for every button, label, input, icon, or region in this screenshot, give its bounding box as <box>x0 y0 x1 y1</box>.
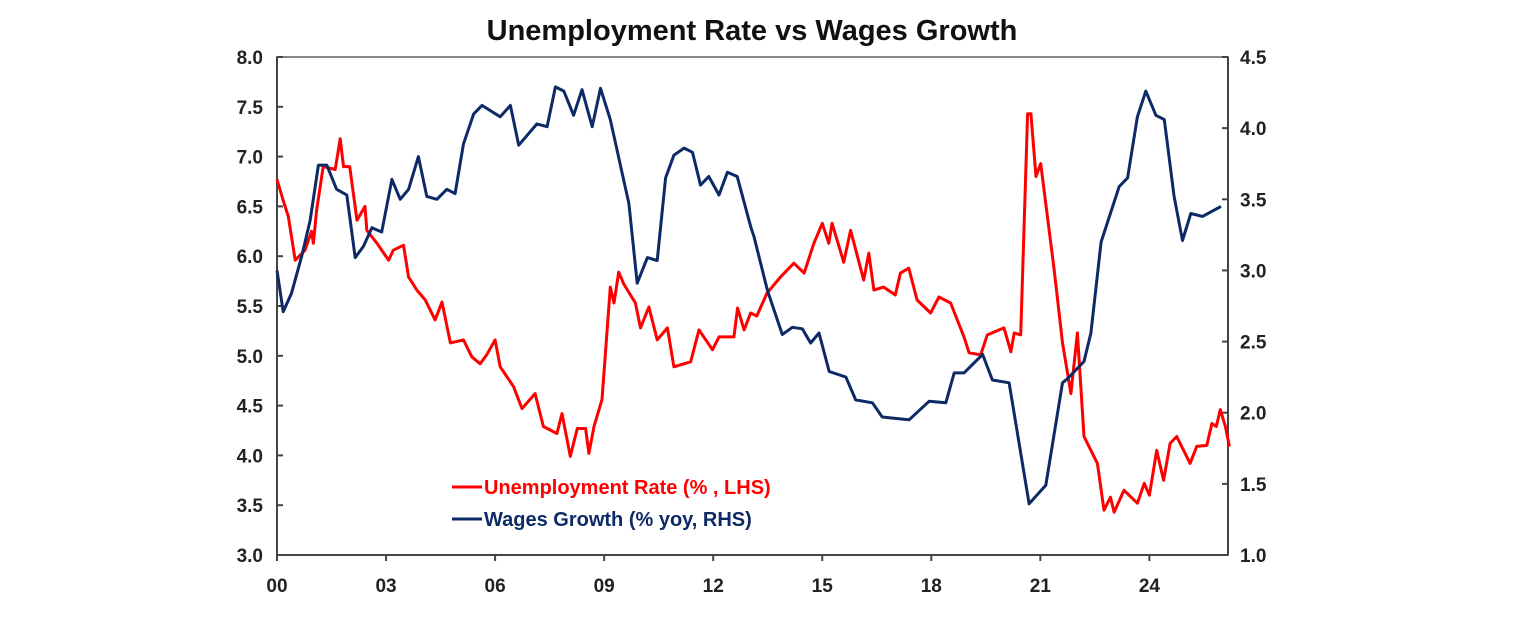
legend-item-wages: Wages Growth (% yoy, RHS) <box>452 509 752 531</box>
right-tick-label: 1.0 <box>1240 546 1266 567</box>
x-tick-label: 09 <box>594 576 615 597</box>
x-tick-label: 15 <box>812 576 834 597</box>
x-tick-label: 03 <box>375 576 396 597</box>
right-tick-label: 2.0 <box>1240 404 1266 425</box>
x-tick-label: 06 <box>485 576 506 597</box>
legend-item-unemployment: Unemployment Rate (% , LHS) <box>452 477 771 499</box>
right-tick-label: 3.5 <box>1240 190 1267 211</box>
series-layer <box>275 85 1231 514</box>
right-tick-label: 2.5 <box>1240 333 1267 354</box>
left-tick-label: 6.5 <box>237 197 264 218</box>
right-tick-label: 1.5 <box>1240 475 1267 496</box>
left-tick-label: 7.5 <box>237 98 264 119</box>
left-tick-label: 5.5 <box>237 297 264 318</box>
left-tick-label: 3.0 <box>237 546 263 567</box>
chart-title: Unemployment Rate vs Wages Growth <box>487 15 1018 47</box>
ticks: 3.0 3.5 4.0 4.5 5.0 5.5 6.0 6.5 7.0 7.5 8.0 1.0 1.5 2… <box>237 48 1267 597</box>
left-tick-label: 8.0 <box>237 48 263 69</box>
legend-label-unemployment: Unemployment Rate (% , LHS) <box>484 477 771 499</box>
right-tick-label: 4.0 <box>1240 119 1266 140</box>
x-tick-label: 21 <box>1030 576 1052 597</box>
right-tick-label: 3.0 <box>1240 261 1266 282</box>
x-tick-label: 00 <box>266 576 287 597</box>
x-tick-label: 24 <box>1139 576 1161 597</box>
left-tick-label: 4.5 <box>237 397 264 418</box>
unemployment-rate-line <box>275 112 1231 514</box>
x-tick-label: 18 <box>921 576 942 597</box>
wages-growth-line <box>275 85 1222 506</box>
left-tick-label: 7.0 <box>237 148 263 169</box>
right-tick-label: 4.5 <box>1240 48 1267 69</box>
x-tick-label: 12 <box>703 576 724 597</box>
left-tick-label: 5.0 <box>237 347 263 368</box>
legend-label-wages: Wages Growth (% yoy, RHS) <box>484 509 752 531</box>
left-tick-label: 3.5 <box>237 496 264 517</box>
left-tick-label: 6.0 <box>237 247 263 268</box>
left-tick-label: 4.0 <box>237 446 263 467</box>
legend: Unemployment Rate (% , LHS) Wages Growth… <box>452 477 771 531</box>
